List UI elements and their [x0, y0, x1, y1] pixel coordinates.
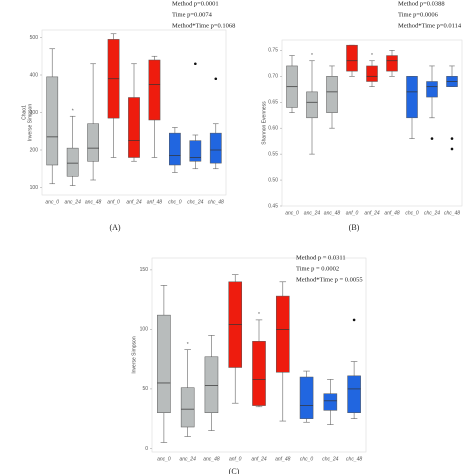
x-tick-label: anf_48 [275, 456, 291, 462]
box [326, 76, 338, 113]
panel-label: (A) [109, 223, 120, 232]
outlier [352, 318, 356, 322]
stat-text: Method p=0.0388 [398, 0, 445, 7]
annotation: * [371, 53, 373, 59]
box [46, 76, 59, 166]
x-tick-label: anf_48 [384, 210, 400, 216]
box [204, 356, 219, 413]
stat-text: Time p = 0.0002 [296, 265, 339, 272]
y-tick-label: 0.50 [268, 177, 278, 183]
x-tick-label: chc_0 [405, 210, 419, 216]
box [209, 132, 222, 164]
outlier [214, 77, 218, 81]
x-tick-label: anf_24 [364, 210, 380, 216]
x-tick-label: anf_48 [147, 199, 163, 205]
x-tick-label: chc_0 [300, 456, 314, 462]
stat-text: Method p = 0.0311 [296, 254, 346, 261]
y-tick-label: 100 [30, 185, 39, 191]
box [169, 132, 181, 166]
stat-text: Time p=0.0006 [398, 11, 439, 18]
x-tick-label: chc_24 [187, 199, 203, 205]
stat-text: Method*Time p=0.1068 [172, 22, 235, 29]
panel-label: (B) [349, 223, 360, 232]
x-tick-label: anc_24 [179, 456, 196, 462]
box [180, 387, 195, 428]
x-tick-label: anc_24 [64, 199, 81, 205]
x-tick-label: anc_0 [157, 456, 171, 462]
box [346, 44, 358, 72]
annotation: * [311, 53, 313, 59]
y-tick-label: 0.45 [268, 203, 278, 209]
box [128, 97, 140, 158]
x-tick-label: anf_0 [229, 456, 242, 462]
outlier [194, 62, 197, 66]
box [252, 341, 266, 406]
y-tick-label: 0.65 [268, 100, 278, 106]
y-tick-label: 0.70 [268, 74, 278, 80]
x-tick-label: anc_48 [324, 210, 341, 216]
box [366, 65, 378, 82]
x-tick-label: anf_24 [126, 199, 142, 205]
x-tick-label: anc_0 [285, 210, 299, 216]
x-tick-label: chc_48 [444, 210, 460, 216]
outlier [430, 137, 434, 140]
x-tick-label: chc_0 [168, 199, 182, 205]
y-axis-label: Inverse Simpson [27, 104, 33, 141]
y-tick-label: 150 [140, 267, 149, 273]
outlier [450, 147, 454, 151]
x-tick-label: anf_24 [251, 456, 267, 462]
box [386, 55, 398, 72]
x-tick-label: anc_24 [304, 210, 321, 216]
y-tick-label: 50 [142, 386, 148, 392]
outlier [450, 137, 454, 140]
y-tick-label: 200 [30, 147, 39, 153]
box [323, 393, 338, 411]
x-tick-label: anf_0 [346, 210, 359, 216]
box [189, 140, 202, 162]
y-tick-label: 0 [145, 446, 148, 452]
stat-text: Time p=0.0074 [172, 11, 213, 18]
y-tick-label: 300 [30, 110, 39, 116]
stat-text: Method*Time p = 0.0055 [296, 276, 363, 283]
box [347, 375, 361, 413]
y-tick-label: 400 [30, 72, 39, 78]
box [299, 376, 314, 419]
box [275, 295, 290, 373]
x-tick-label: anc_48 [203, 456, 220, 462]
x-tick-label: chc_48 [346, 456, 362, 462]
x-tick-label: anf_0 [107, 199, 120, 205]
y-tick-label: 500 [30, 35, 39, 41]
x-tick-label: chc_24 [322, 456, 338, 462]
annotation: * [187, 342, 189, 348]
x-tick-label: chc_48 [208, 199, 224, 205]
y-tick-label: 0.55 [268, 151, 278, 157]
y-axis-label: Inverse Simpson [131, 336, 137, 373]
stat-text: Method*Time p=0.0114 [398, 22, 462, 29]
box [406, 76, 418, 119]
box [157, 314, 171, 413]
x-tick-label: anc_48 [85, 199, 102, 205]
box [426, 81, 438, 98]
x-tick-label: chc_24 [424, 210, 440, 216]
annotation: * [258, 312, 260, 318]
y-tick-label: 0.60 [268, 126, 278, 132]
y-tick-label: 100 [140, 327, 149, 333]
stat-text: Method p=0.0001 [172, 0, 219, 7]
x-tick-label: anc_0 [45, 199, 59, 205]
y-axis-label: Chao1 [21, 105, 27, 120]
box [306, 91, 318, 119]
panel-label: (C) [229, 467, 240, 474]
box [87, 123, 99, 162]
y-tick-label: 0.75 [268, 48, 278, 54]
y-axis-label: Shannon Evenness [261, 101, 267, 145]
annotation: * [72, 109, 74, 115]
box [66, 147, 79, 177]
box [148, 59, 161, 121]
